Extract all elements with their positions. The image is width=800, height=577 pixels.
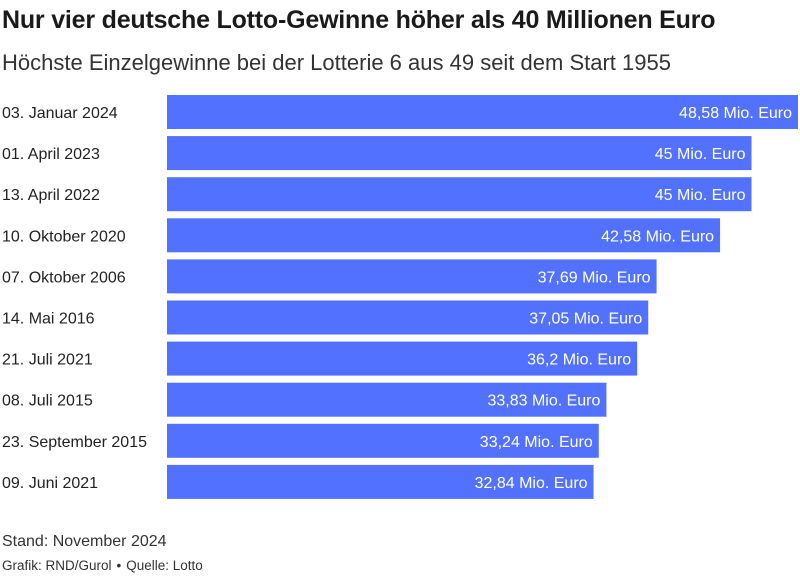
bar (167, 423, 599, 458)
credits: Grafik: RND/Gurol • Quelle: Lotto (2, 558, 203, 573)
bar (167, 95, 798, 129)
credit-separator: • (116, 558, 122, 573)
category-label: 14. Mai 2016 (2, 311, 95, 328)
bar (167, 177, 752, 212)
bar (167, 341, 638, 376)
bar (167, 136, 752, 171)
data-label: 32,84 Mio. Euro (475, 475, 588, 492)
data-label: 42,58 Mio. Euro (601, 228, 714, 245)
chart-title: Nur vier deutsche Lotto-Gewinne höher al… (2, 6, 716, 34)
data-label: 36,2 Mio. Euro (527, 352, 631, 369)
category-label: 01. April 2023 (2, 146, 100, 163)
data-label: 45 Mio. Euro (655, 146, 746, 163)
category-label: 21. Juli 2021 (2, 352, 93, 369)
category-label: 08. Juli 2015 (2, 393, 93, 410)
bar (167, 382, 607, 417)
data-label: 33,83 Mio. Euro (487, 393, 600, 410)
category-label: 03. Januar 2024 (2, 105, 118, 122)
data-label: 37,69 Mio. Euro (538, 269, 651, 286)
category-label: 10. Oktober 2020 (2, 228, 126, 245)
bar (167, 218, 721, 253)
category-label: 23. September 2015 (2, 434, 147, 451)
bar (167, 300, 649, 335)
category-label: 09. Juni 2021 (2, 475, 98, 492)
data-label: 48,58 Mio. Euro (679, 105, 792, 122)
category-label: 07. Oktober 2006 (2, 269, 126, 286)
category-label: 13. April 2022 (2, 187, 100, 204)
stand-note: Stand: November 2024 (2, 533, 167, 550)
bar (167, 259, 657, 294)
chart-subtitle: Höchste Einzelgewinne bei der Lotterie 6… (2, 50, 671, 75)
data-label: 33,24 Mio. Euro (480, 434, 593, 451)
data-label: 37,05 Mio. Euro (529, 311, 642, 328)
source-credit: Quelle: Lotto (126, 558, 203, 573)
grafik-credit: Grafik: RND/Gurol (2, 558, 112, 573)
bar (167, 464, 594, 499)
data-label: 45 Mio. Euro (655, 187, 746, 204)
